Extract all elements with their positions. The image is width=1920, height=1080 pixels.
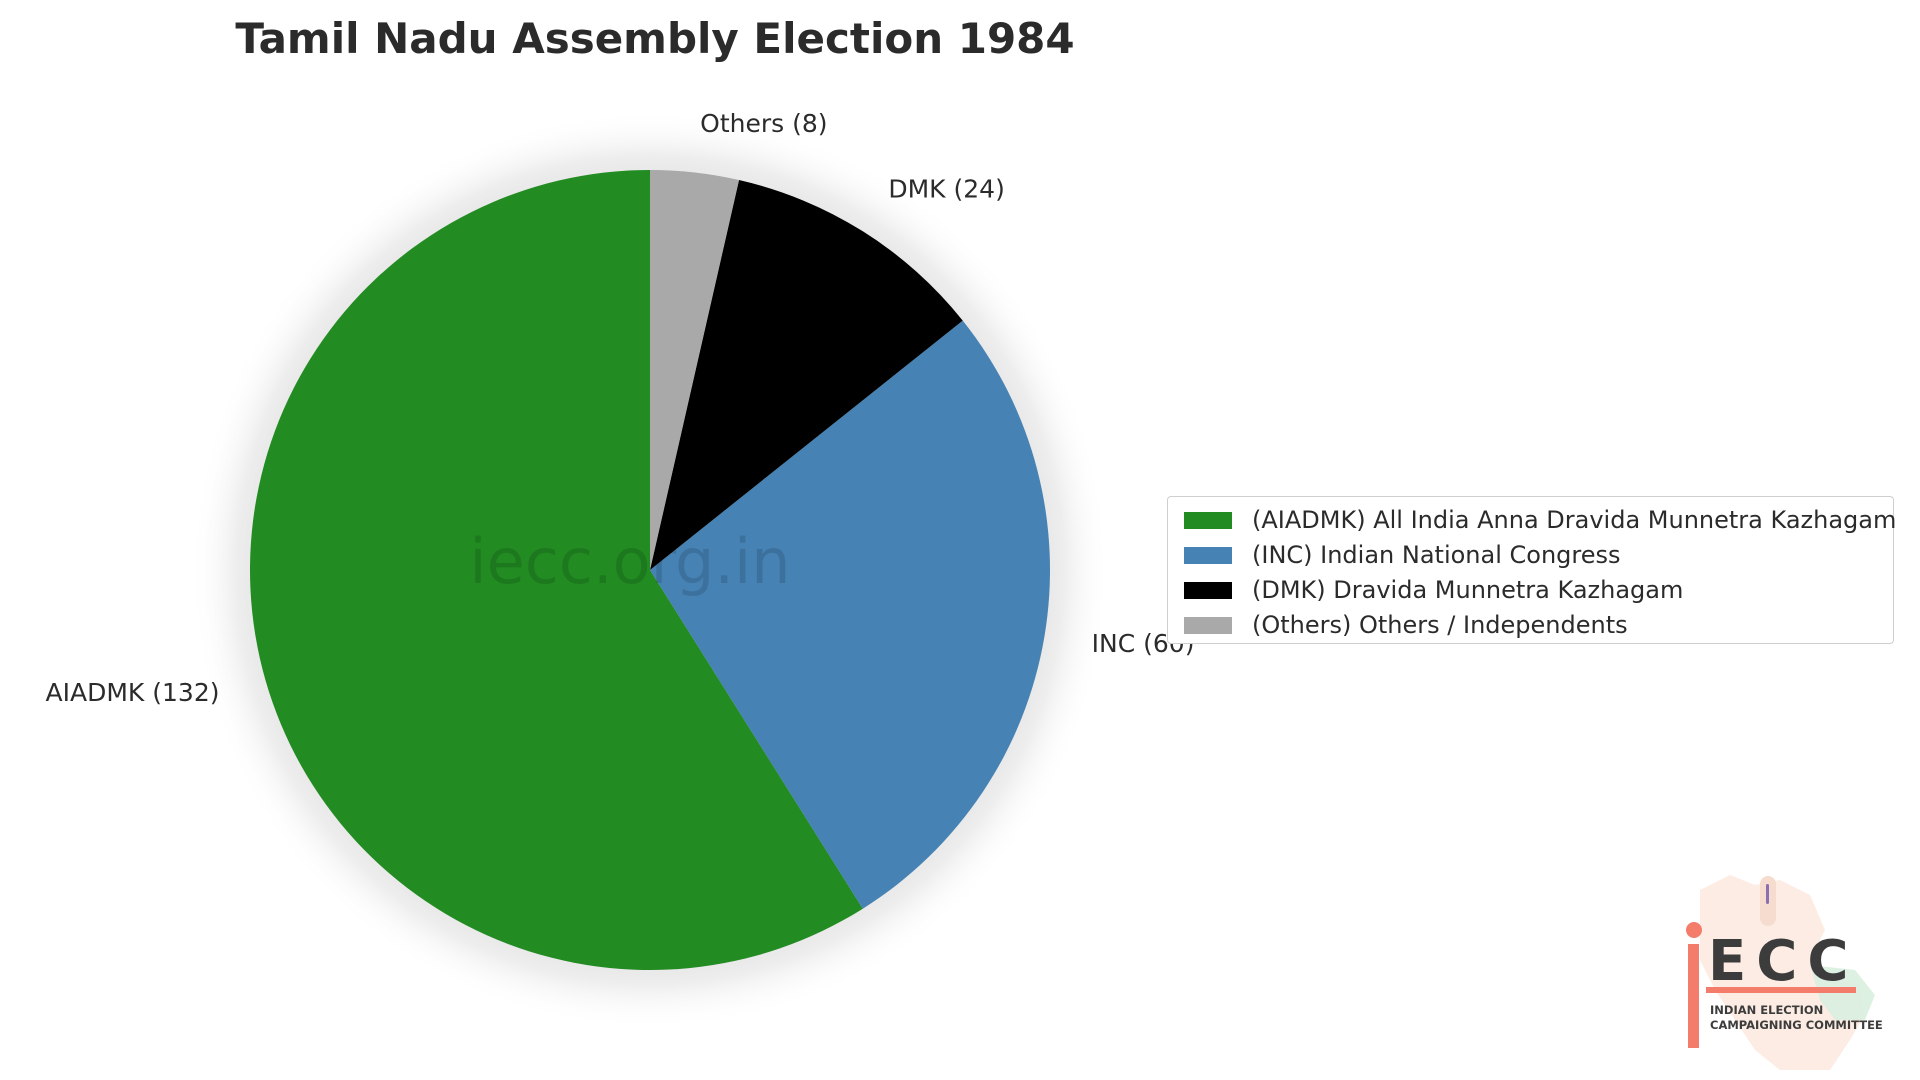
legend-item-inc: (INC) Indian National Congress [1178, 538, 1883, 572]
slice-label-dmk: DMK (24) [888, 175, 1004, 204]
logo-ink-mark [1766, 884, 1769, 904]
logo-line2: CAMPAIGNING COMMITTEE [1710, 1018, 1883, 1032]
logo-underline [1706, 987, 1856, 993]
slice-label-aiadmk: AIADMK (132) [46, 678, 220, 707]
logo-line1: INDIAN ELECTION [1710, 1003, 1823, 1017]
legend-item-aiadmk: (AIADMK) All India Anna Dravida Munnetra… [1178, 503, 1896, 537]
legend-swatch-inc [1184, 546, 1232, 564]
pie-slice-dmk [650, 180, 963, 570]
legend-label-aiadmk: (AIADMK) All India Anna Dravida Munnetra… [1252, 506, 1897, 534]
legend: (AIADMK) All India Anna Dravida Munnetra… [1167, 496, 1896, 644]
chart-title: Tamil Nadu Assembly Election 1984 [235, 14, 1075, 63]
watermark: iecc.org.in [469, 525, 790, 598]
pie-slice-inc [650, 320, 1050, 909]
logo-i-dot [1686, 922, 1702, 938]
legend-label-others: (Others) Others / Independents [1252, 611, 1628, 639]
legend-label-inc: (INC) Indian National Congress [1252, 541, 1621, 569]
legend-swatch-aiadmk [1184, 511, 1232, 529]
legend-item-dmk: (DMK) Dravida Munnetra Kazhagam [1178, 573, 1883, 607]
slice-label-others: Others (8) [700, 109, 827, 138]
legend-item-others: (Others) Others / Independents [1178, 608, 1883, 642]
logo-i-stem [1688, 944, 1699, 1048]
pie-slice-aiadmk [250, 170, 863, 970]
legend-swatch-others [1184, 616, 1232, 634]
iecc-logo: ECC INDIAN ELECTION CAMPAIGNING COMMITTE… [1686, 875, 1883, 1070]
logo-name: ECC [1708, 929, 1858, 994]
pie-slice-others [650, 170, 740, 570]
legend-label-dmk: (DMK) Dravida Munnetra Kazhagam [1252, 576, 1684, 604]
legend-swatch-dmk [1184, 581, 1232, 599]
logo-map-shape [1700, 875, 1865, 1070]
